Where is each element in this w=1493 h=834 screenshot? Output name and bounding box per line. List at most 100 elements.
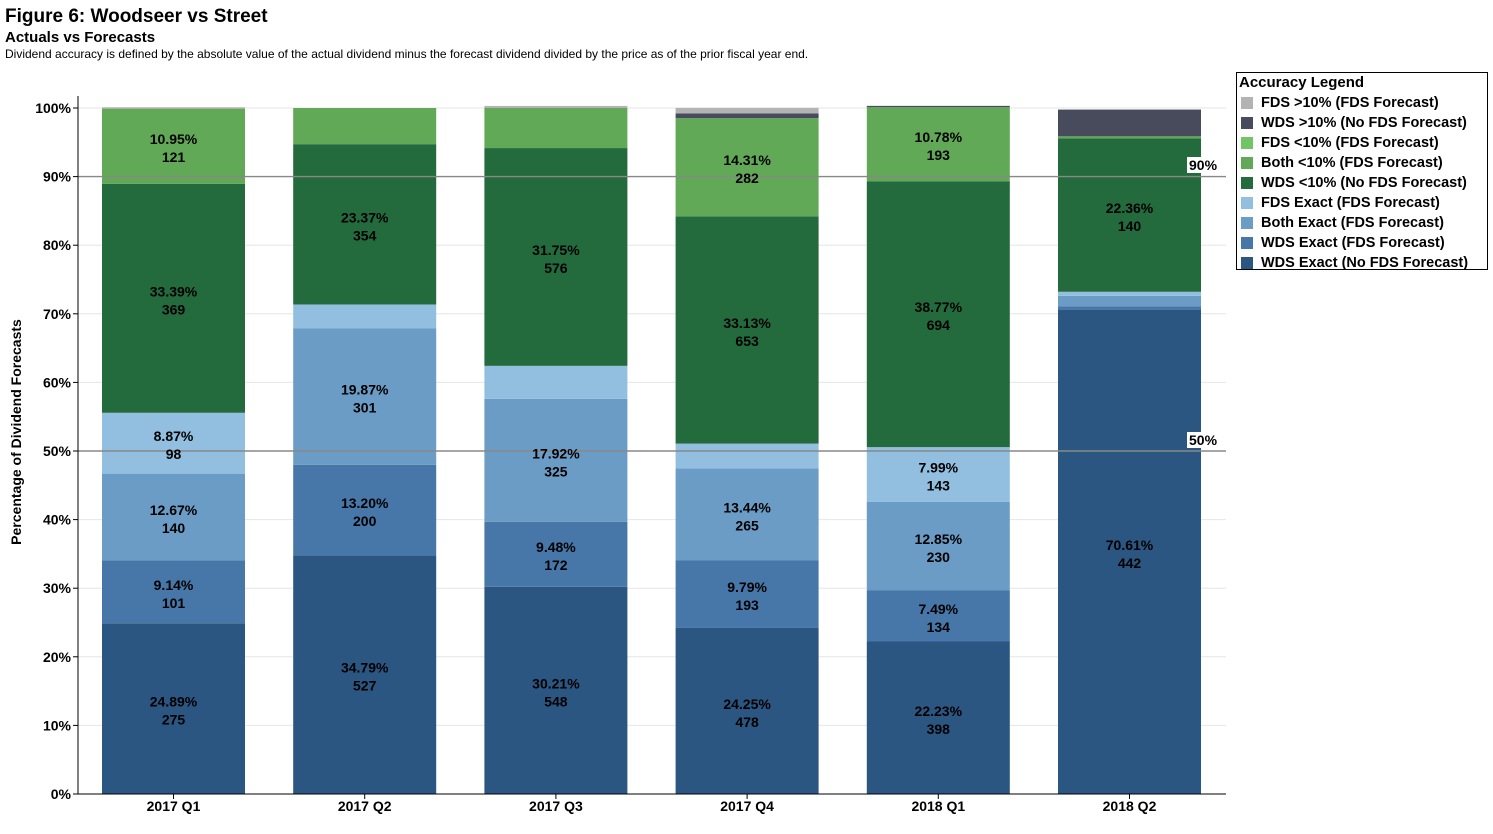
bar-segment — [102, 623, 245, 794]
data-label-pct: 24.89% — [150, 694, 198, 710]
x-tick-label: 2017 Q3 — [529, 798, 583, 814]
data-label-pct: 7.99% — [918, 460, 958, 476]
legend-label: FDS >10% (FDS Forecast) — [1261, 95, 1439, 111]
gridlines — [78, 107, 1226, 726]
legend-item[interactable]: WDS <10% (No FDS Forecast) — [1237, 173, 1487, 193]
data-label-pct: 8.87% — [154, 428, 194, 444]
bar-segment — [1058, 138, 1201, 292]
legend-label: Both Exact (FDS Forecast) — [1261, 215, 1444, 231]
data-label-pct: 33.13% — [723, 315, 771, 331]
legend-swatch — [1241, 197, 1253, 209]
bar-segment — [1058, 309, 1201, 794]
bar-segment — [675, 627, 819, 794]
data-label-count: 398 — [927, 721, 951, 737]
data-label-count: 354 — [353, 227, 377, 243]
bar-segment — [1058, 306, 1201, 310]
bar-segment — [293, 304, 437, 329]
data-label-pct: 34.79% — [341, 660, 389, 676]
legend-label: WDS <10% (No FDS Forecast) — [1261, 175, 1467, 191]
y-tick-label: 80% — [43, 237, 72, 253]
data-label-pct: 13.20% — [341, 495, 389, 511]
legend-item[interactable]: Both Exact (FDS Forecast) — [1237, 213, 1487, 233]
figure-subtitle: Actuals vs Forecasts — [5, 29, 156, 46]
legend-item[interactable]: WDS >10% (No FDS Forecast) — [1237, 113, 1487, 133]
legend-swatch — [1241, 117, 1253, 129]
data-label-count: 265 — [735, 517, 759, 533]
bar-segment — [484, 148, 628, 366]
data-label-pct: 70.61% — [1106, 537, 1154, 553]
reference-lines — [78, 175, 1226, 452]
data-label-pct: 13.44% — [723, 499, 771, 515]
legend-item[interactable]: FDS Exact (FDS Forecast) — [1237, 193, 1487, 213]
data-label-pct: 33.39% — [150, 283, 198, 299]
bar-segment — [293, 555, 437, 794]
data-label-count: 325 — [544, 463, 568, 479]
data-label-count: 193 — [735, 597, 759, 613]
bar-segment — [675, 560, 819, 628]
data-label-count: 548 — [544, 693, 568, 709]
figure-caption: Dividend accuracy is defined by the abso… — [5, 47, 809, 61]
data-label-count: 230 — [927, 549, 951, 565]
y-tick-label: 0% — [51, 786, 72, 802]
bar-segment — [484, 105, 628, 108]
data-label-count: 134 — [927, 619, 951, 635]
bar-segment — [293, 464, 437, 556]
data-label-pct: 9.14% — [154, 577, 194, 593]
data-label-pct: 38.77% — [915, 299, 963, 315]
legend-label: WDS >10% (No FDS Forecast) — [1261, 115, 1467, 131]
data-label-count: 98 — [166, 446, 182, 462]
y-tick-label: 60% — [43, 374, 72, 390]
data-label-count: 282 — [735, 170, 759, 186]
data-label-pct: 10.78% — [915, 129, 963, 145]
data-label-pct: 31.75% — [532, 242, 580, 258]
data-label-pct: 22.23% — [915, 703, 963, 719]
x-tick-label: 2017 Q4 — [720, 798, 774, 814]
legend-swatch — [1241, 157, 1253, 169]
legend-swatch — [1241, 97, 1253, 109]
legend-item[interactable]: WDS Exact (No FDS Forecast) — [1237, 253, 1487, 273]
bar-segment — [102, 108, 245, 184]
data-label-pct: 24.25% — [723, 696, 771, 712]
data-label-pct: 12.85% — [915, 531, 963, 547]
legend-item[interactable]: WDS Exact (FDS Forecast) — [1237, 233, 1487, 253]
bar-segment — [484, 108, 628, 149]
legend-label: FDS Exact (FDS Forecast) — [1261, 195, 1440, 211]
bar-segment — [675, 468, 819, 561]
data-label-pct: 14.31% — [723, 152, 771, 168]
ref-label-50: 50% — [1187, 432, 1220, 448]
x-tick-label: 2018 Q1 — [911, 798, 965, 814]
bar-segment — [484, 521, 628, 587]
legend-swatch — [1241, 237, 1253, 249]
legend-item[interactable]: FDS >10% (FDS Forecast) — [1237, 93, 1487, 113]
bar-segment — [866, 501, 1010, 591]
bar-segment — [484, 586, 628, 794]
data-label-count: 694 — [927, 317, 951, 333]
data-label-pct: 10.95% — [150, 131, 198, 147]
bar-segment — [866, 590, 1010, 642]
bar-segment — [1058, 109, 1201, 137]
data-label-count: 576 — [544, 260, 568, 276]
data-label-pct: 9.48% — [536, 539, 576, 555]
legend-swatch — [1241, 217, 1253, 229]
bar-segment — [293, 144, 437, 305]
data-label-pct: 17.92% — [532, 445, 580, 461]
bar-segment — [675, 443, 819, 469]
data-label-pct: 7.49% — [918, 601, 958, 617]
bar-segment — [484, 365, 628, 399]
x-tick-label: 2018 Q2 — [1103, 798, 1157, 814]
legend-item[interactable]: FDS <10% (FDS Forecast) — [1237, 133, 1487, 153]
bar-segment — [102, 560, 245, 624]
y-axis-title: Percentage of Dividend Forecasts — [8, 319, 24, 545]
y-tick-label: 50% — [43, 443, 72, 459]
data-label-count: 527 — [353, 678, 377, 694]
bar-segment — [102, 412, 245, 474]
bar-segment — [1058, 295, 1201, 307]
legend-swatch — [1241, 257, 1253, 269]
bar-segment — [866, 641, 1010, 794]
bar-segment — [675, 216, 819, 444]
data-label-count: 140 — [162, 520, 186, 536]
bar-segment — [866, 447, 1010, 502]
legend-item[interactable]: Both <10% (FDS Forecast) — [1237, 153, 1487, 173]
data-label-count: 172 — [544, 557, 568, 573]
